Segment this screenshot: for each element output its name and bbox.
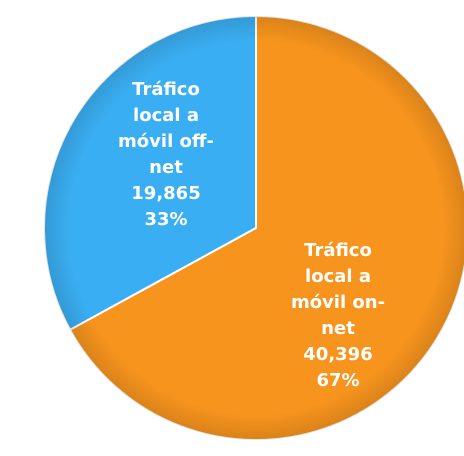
slice-label: Tráfico local a móvil off-net 19,865 33% bbox=[106, 77, 226, 233]
value-label: 19,865 bbox=[131, 183, 201, 204]
slice-label: Tráfico local a móvil on-net 40,396 67% bbox=[278, 238, 398, 394]
percent-label: 33% bbox=[144, 209, 188, 230]
percent-label: 67% bbox=[316, 370, 360, 391]
category-label: Tráfico local a móvil on-net bbox=[290, 240, 386, 339]
category-label: Tráfico local a móvil off-net bbox=[118, 79, 214, 178]
value-label: 40,396 bbox=[303, 344, 373, 365]
